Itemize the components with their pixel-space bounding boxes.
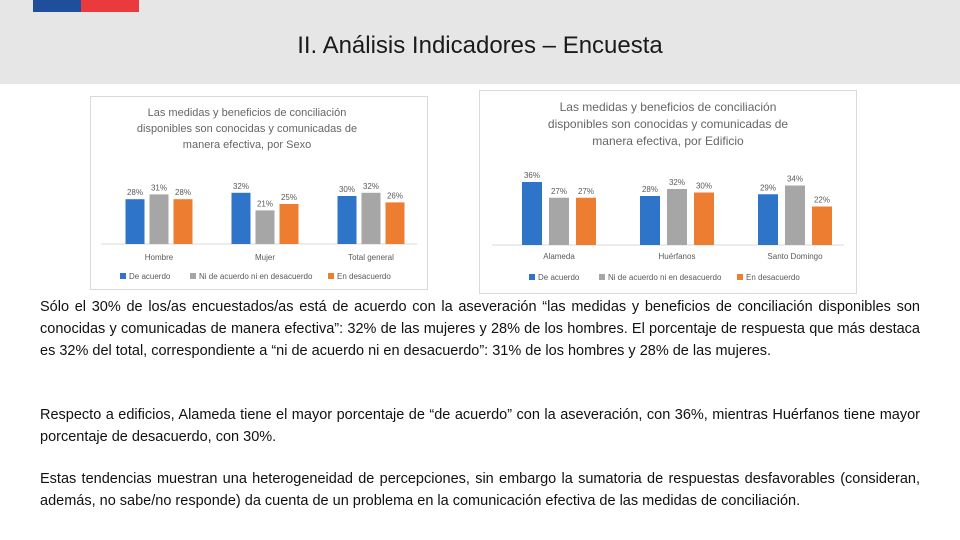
paragraph-3: Estas tendencias muestran una heterogene… xyxy=(40,471,920,509)
chart-title-line: Las medidas y beneficios de conciliación xyxy=(148,107,347,119)
chart-title-line: manera efectiva, por Edificio xyxy=(592,134,744,148)
data-label: 25% xyxy=(281,193,297,202)
flag-blue-stripe xyxy=(33,0,81,12)
data-label: 27% xyxy=(551,187,567,196)
data-label: 26% xyxy=(387,191,403,200)
legend-label: De acuerdo xyxy=(129,272,171,281)
legend-swatch xyxy=(599,274,605,280)
legend-label: Ni de acuerdo ni en desacuerdo xyxy=(608,273,722,282)
data-label: 32% xyxy=(669,178,685,187)
bar xyxy=(149,194,169,244)
category-label: Total general xyxy=(348,253,394,262)
chart-sexo: Las medidas y beneficios de conciliación… xyxy=(90,96,428,290)
category-label: Alameda xyxy=(543,252,575,261)
bar xyxy=(279,204,299,244)
chart-sexo-svg: Las medidas y beneficios de conciliación… xyxy=(101,107,417,281)
data-label: 22% xyxy=(814,196,830,205)
data-label: 28% xyxy=(642,185,658,194)
paragraph-2: Respecto a edificios, Alameda tiene el m… xyxy=(40,407,920,445)
data-label: 29% xyxy=(760,183,776,192)
legend-swatch xyxy=(529,274,535,280)
bar xyxy=(694,192,714,245)
bar xyxy=(231,192,251,244)
bar xyxy=(125,199,145,244)
data-label: 34% xyxy=(787,175,803,184)
data-label: 31% xyxy=(151,183,167,192)
bar xyxy=(173,199,193,244)
bar xyxy=(361,192,381,244)
paragraph-1: Sólo el 30% de los/as encuestados/as est… xyxy=(40,299,920,359)
data-label: 30% xyxy=(339,185,355,194)
chart-title-line: disponibles son conocidas y comunicadas … xyxy=(548,117,788,131)
legend-label: De acuerdo xyxy=(538,273,580,282)
data-label: 36% xyxy=(524,171,540,180)
bar xyxy=(640,196,660,245)
legend-label: En desacuerdo xyxy=(746,273,800,282)
data-label: 30% xyxy=(696,182,712,191)
data-label: 27% xyxy=(578,187,594,196)
bar xyxy=(758,194,778,245)
chart-edificio: Las medidas y beneficios de conciliación… xyxy=(479,90,857,294)
bar xyxy=(667,189,687,245)
bar xyxy=(576,197,596,245)
bar xyxy=(522,182,542,245)
legend-label: En desacuerdo xyxy=(337,272,391,281)
data-label: 28% xyxy=(175,188,191,197)
data-label: 28% xyxy=(127,188,143,197)
bar xyxy=(549,197,569,245)
legend-swatch xyxy=(328,273,334,279)
chart-title-line: manera efectiva, por Sexo xyxy=(183,139,311,151)
bar xyxy=(812,206,832,245)
data-label: 21% xyxy=(257,199,273,208)
category-label: Hombre xyxy=(145,253,174,262)
data-label: 32% xyxy=(233,182,249,191)
data-label: 32% xyxy=(363,182,379,191)
bar xyxy=(255,210,275,244)
category-label: Mujer xyxy=(255,253,275,262)
page-title: II. Análisis Indicadores – Encuesta xyxy=(297,32,663,59)
chart-edificio-svg: Las medidas y beneficios de conciliación… xyxy=(492,100,844,282)
category-label: Huérfanos xyxy=(659,252,696,261)
legend-label: Ni de acuerdo ni en desacuerdo xyxy=(199,272,313,281)
bar xyxy=(337,196,357,244)
flag-red-stripe xyxy=(81,0,139,12)
legend-swatch xyxy=(120,273,126,279)
legend-swatch xyxy=(737,274,743,280)
bar xyxy=(785,185,805,245)
chart-title-line: Las medidas y beneficios de conciliación xyxy=(560,100,777,114)
chart-title-line: disponibles son conocidas y comunicadas … xyxy=(137,123,357,135)
header-bar: II. Análisis Indicadores – Encuesta xyxy=(0,0,960,84)
bar xyxy=(385,202,405,244)
legend-swatch xyxy=(190,273,196,279)
category-label: Santo Domingo xyxy=(767,252,823,261)
